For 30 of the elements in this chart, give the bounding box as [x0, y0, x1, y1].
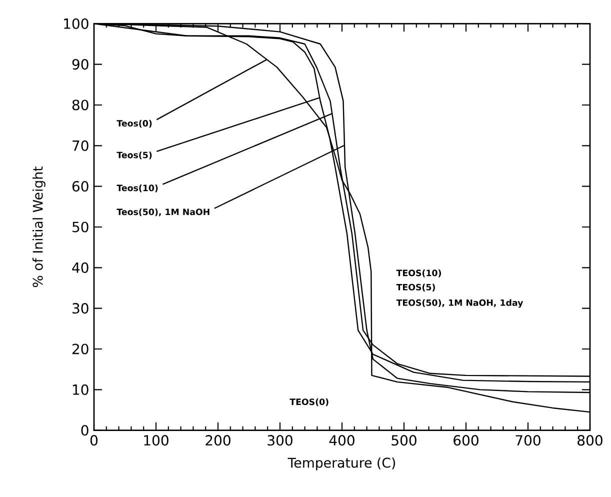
y-tick-label: 0	[81, 425, 88, 436]
x-axis-title: Temperature (C)	[288, 457, 396, 470]
x-tick-label: 700	[516, 435, 540, 446]
x-tick-label: 0	[90, 435, 98, 446]
annotation: TEOS(10)	[396, 270, 441, 278]
y-tick-label: 30	[72, 303, 88, 314]
x-tick-label: 100	[144, 435, 168, 446]
x-tick-label: 800	[578, 435, 602, 446]
annotation: Teos(5)	[116, 152, 152, 160]
annotation: Teos(50), 1M NaOH	[116, 208, 210, 216]
x-tick-label: 300	[268, 435, 292, 446]
annotation: Teos(10)	[116, 184, 158, 192]
y-tick-label: 100	[64, 18, 88, 29]
y-tick-label: 20	[72, 344, 88, 354]
annotation: TEOS(50), 1M NaOH, 1day	[396, 299, 524, 308]
y-tick-label: 50	[72, 222, 88, 232]
annotation: TEOS(0)	[290, 398, 328, 406]
x-tick-label: 500	[392, 435, 416, 446]
y-tick-label: 70	[72, 140, 88, 151]
y-tick-label: 10	[73, 384, 88, 395]
x-tick-label: 600	[454, 435, 478, 446]
y-tick-label: 80	[72, 100, 88, 110]
y-tick-label: 90	[72, 59, 88, 70]
y-axis-title: % of Initial Weight	[32, 166, 46, 288]
annotation: Teos(0)	[116, 120, 152, 128]
x-tick-label: 200	[206, 435, 230, 446]
x-tick-label: 400	[329, 435, 354, 446]
y-tick-label: 40	[72, 262, 88, 273]
annotation: TEOS(5)	[396, 284, 435, 292]
y-tick-label: 60	[72, 181, 88, 192]
